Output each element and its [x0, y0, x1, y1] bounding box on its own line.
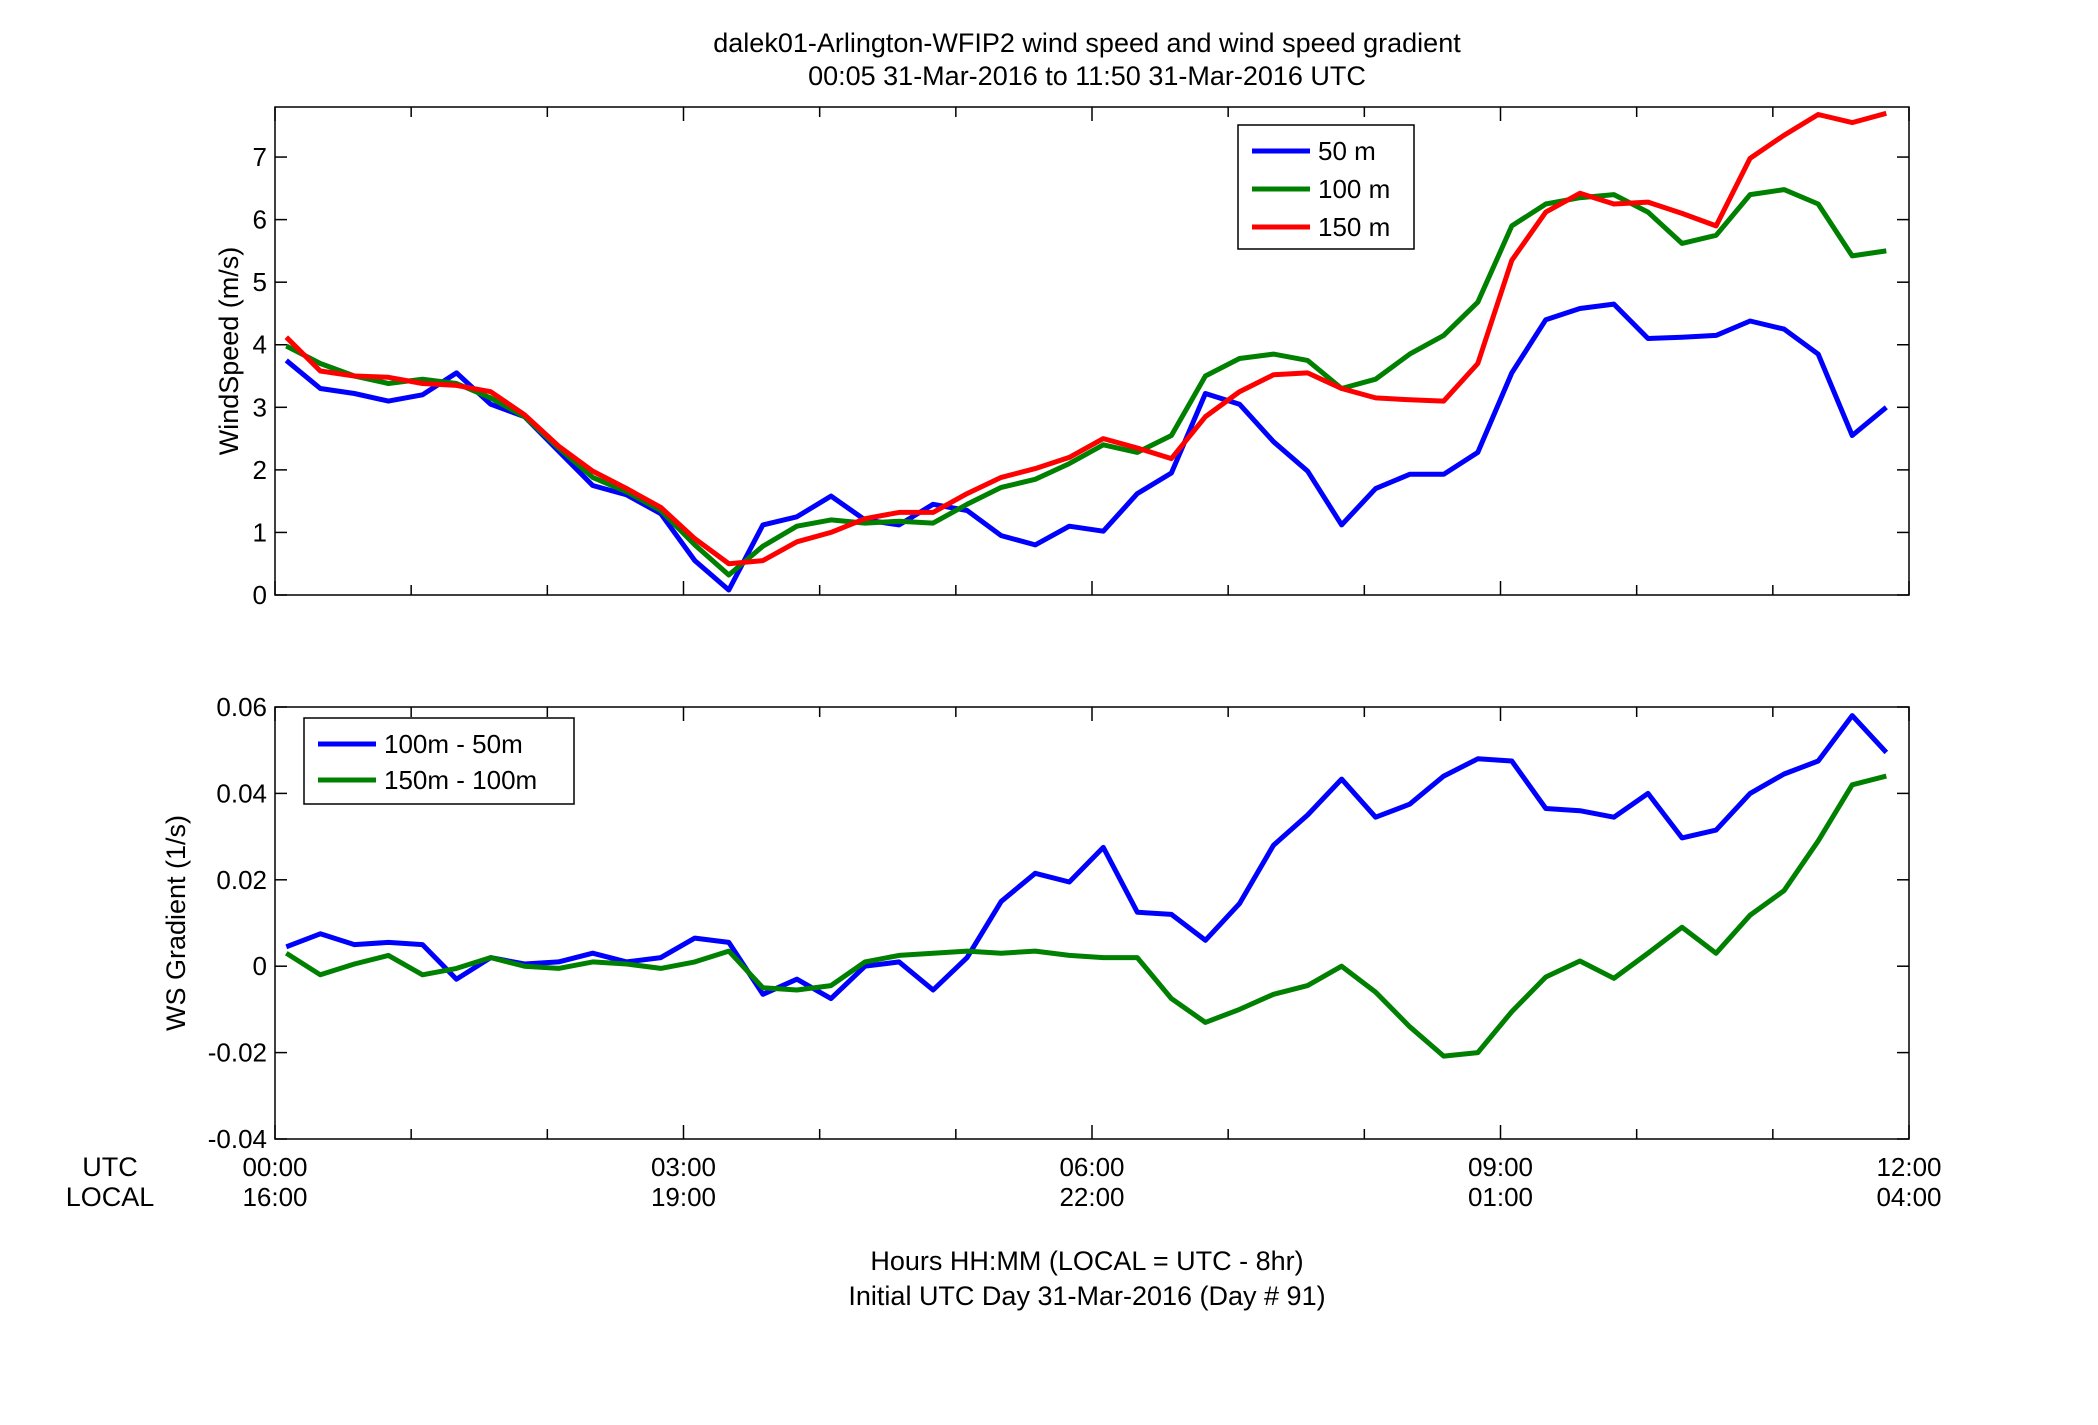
x-tick-label-utc: 12:00 [1876, 1152, 1941, 1182]
x-tick-label-utc: 09:00 [1468, 1152, 1533, 1182]
windspeed-legend: 50 m 100 m 150 m [1237, 124, 1415, 250]
figure-title-line2: 00:05 31-Mar-2016 to 11:50 31-Mar-2016 U… [808, 61, 1366, 91]
x-tick-label-local: 22:00 [1059, 1182, 1124, 1212]
gradient-y-tick-label: 0.02 [216, 865, 267, 895]
windspeed-y-tick-label: 5 [253, 267, 267, 297]
windspeed-y-tick-label: 1 [253, 517, 267, 547]
row-label-local: LOCAL [66, 1182, 155, 1212]
x-tick-label-utc: 00:00 [242, 1152, 307, 1182]
x-axis-label-line1: Hours HH:MM (LOCAL = UTC - 8hr) [870, 1246, 1303, 1276]
gradient-y-tick-label: -0.02 [208, 1038, 267, 1068]
windspeed-y-tick-label: 0 [253, 580, 267, 610]
windspeed-plot-area [274, 106, 1910, 596]
windspeed-y-tick-label: 6 [253, 205, 267, 235]
x-tick-label-local: 16:00 [242, 1182, 307, 1212]
windspeed-y-tick-label: 7 [253, 142, 267, 172]
gradient-y-tick-label: 0.06 [216, 692, 267, 722]
gradient-y-tick-label: -0.04 [208, 1124, 267, 1154]
gradient-y-tick-label: 0.04 [216, 778, 267, 808]
gradient-y-tick-label: 0 [253, 951, 267, 981]
windspeed-legend-entry: 50 m [1318, 136, 1376, 166]
windspeed-legend-entry: 100 m [1318, 174, 1390, 204]
figure-title-line1: dalek01-Arlington-WFIP2 wind speed and w… [713, 28, 1461, 58]
row-label-utc: UTC [82, 1152, 138, 1182]
gradient-panel: -0.04 -0.02 0 0.02 0.04 0.06 WS Gradient (1/s… [161, 692, 1910, 1154]
gradient-legend-entry: 150m - 100m [384, 765, 537, 795]
windspeed-y-axis-label: WindSpeed (m/s) [214, 247, 244, 456]
x-tick-label-local: 19:00 [651, 1182, 716, 1212]
windspeed-y-tick-label: 3 [253, 392, 267, 422]
gradient-y-axis-label: WS Gradient (1/s) [161, 815, 191, 1031]
gradient-legend: 100m - 50m 150m - 100m [303, 717, 575, 805]
windspeed-series-3-line [284, 110, 1887, 567]
gradient-legend-entry: 100m - 50m [384, 729, 523, 759]
gradient-series-2-line [284, 773, 1887, 1059]
x-tick-label-utc: 03:00 [651, 1152, 716, 1182]
windspeed-panel: 0 1 2 3 4 5 6 7 WindSpeed (m/s) 50 m 100 m 150 m [214, 106, 1910, 610]
windspeed-y-tick-label: 2 [253, 455, 267, 485]
gradient-series-1-line [285, 713, 1889, 1002]
x-tick-label-local: 01:00 [1468, 1182, 1533, 1212]
x-axis-label-line2: Initial UTC Day 31-Mar-2016 (Day # 91) [848, 1281, 1325, 1311]
windspeed-y-tick-label: 4 [253, 330, 267, 360]
gradient-legend-box [303, 717, 575, 805]
x-tick-label-local: 04:00 [1876, 1182, 1941, 1212]
x-tick-label-utc: 06:00 [1059, 1152, 1124, 1182]
windspeed-legend-entry: 150 m [1318, 212, 1390, 242]
